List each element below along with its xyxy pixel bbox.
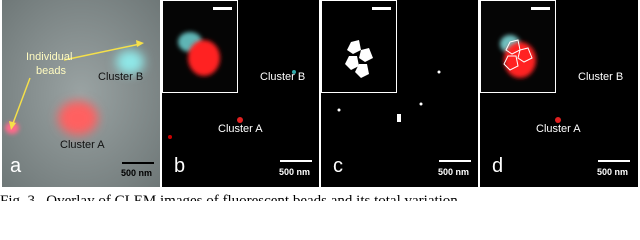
bead-outline xyxy=(505,39,521,55)
bead xyxy=(168,135,172,139)
panel-letter: b xyxy=(174,155,185,177)
bead xyxy=(437,70,441,74)
bead-outline xyxy=(517,47,533,63)
cluster-label: Cluster B xyxy=(578,71,623,83)
scale-label: 500 nm xyxy=(438,167,469,177)
arrow xyxy=(63,43,141,61)
bead-shape xyxy=(355,64,369,78)
red-blob xyxy=(504,42,536,78)
cluster-label: Cluster B xyxy=(260,71,305,83)
cyan-blob xyxy=(116,50,144,74)
bead-shape xyxy=(345,56,359,70)
scale-bar xyxy=(372,7,391,10)
bead xyxy=(292,70,296,74)
scale-label: 500 nm xyxy=(597,167,628,177)
arrow xyxy=(11,77,31,127)
bead-shape xyxy=(347,40,361,54)
panel-a: Individual beads Cluster B Cluster A a 5… xyxy=(2,0,160,187)
panel-c: c 500 nm xyxy=(321,0,478,187)
cluster-label: Cluster A xyxy=(218,123,263,135)
cluster-label: Cluster B xyxy=(98,71,143,83)
scale-bar xyxy=(213,7,232,10)
panel-letter: d xyxy=(492,155,503,177)
panel-letter: a xyxy=(10,155,22,177)
micrograph xyxy=(2,0,160,187)
bead xyxy=(337,108,341,112)
cluster-label: Cluster A xyxy=(60,139,105,151)
panel-b: Cluster B Cluster A b 500 nm xyxy=(162,0,319,187)
bead-shape xyxy=(359,48,373,62)
bead xyxy=(237,117,243,123)
scale-label: 500 nm xyxy=(121,168,152,178)
bead-outline xyxy=(503,55,519,71)
figure: Individual beads Cluster B Cluster A a 5… xyxy=(0,0,638,201)
red-blob xyxy=(188,40,220,76)
arrowhead xyxy=(136,40,144,47)
bead xyxy=(419,102,423,106)
annotation: Individual xyxy=(26,51,72,63)
arrowhead xyxy=(9,121,16,130)
panel-d: Cluster B Cluster A d 500 nm xyxy=(480,0,638,187)
page: Individual beads Cluster B Cluster A a 5… xyxy=(0,0,640,201)
bead xyxy=(555,117,561,123)
bead xyxy=(397,114,401,122)
cluster-label: Cluster A xyxy=(536,123,581,135)
panel-letter: c xyxy=(333,155,343,177)
scale-bar xyxy=(531,7,550,10)
scale-label: 500 nm xyxy=(279,167,310,177)
red-blob xyxy=(58,101,98,135)
caption: Fig. 3. Overlay of CLEM images of fluore… xyxy=(0,193,458,201)
annotation: beads xyxy=(36,65,66,77)
